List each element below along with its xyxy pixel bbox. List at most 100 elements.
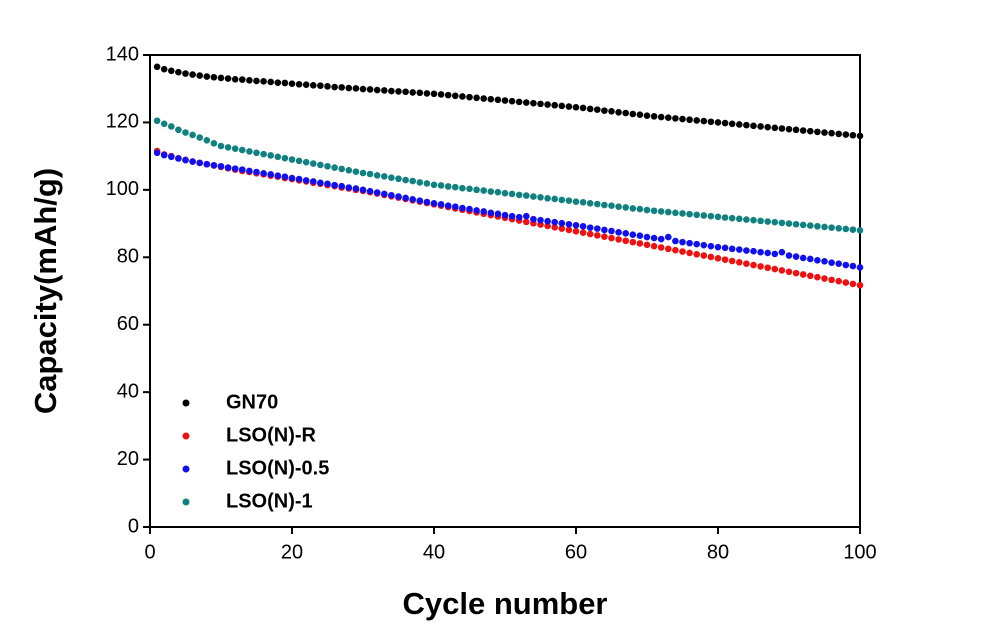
data-point	[210, 161, 218, 169]
data-point	[437, 182, 445, 189]
data-point	[764, 123, 771, 131]
data-point	[189, 71, 196, 78]
data-point	[856, 227, 864, 234]
data-point	[643, 233, 651, 241]
data-point	[650, 234, 658, 242]
data-point	[487, 95, 495, 103]
data-point	[501, 189, 509, 197]
data-point	[586, 230, 594, 238]
data-point	[310, 160, 317, 167]
data-point	[444, 202, 452, 210]
data-point	[721, 244, 729, 252]
data-point	[771, 218, 779, 226]
plot-frame	[149, 54, 861, 528]
data-point	[835, 277, 842, 285]
data-point	[807, 255, 814, 263]
data-point	[842, 261, 850, 269]
data-point	[679, 248, 686, 255]
data-point	[856, 281, 864, 289]
data-point	[182, 129, 189, 136]
data-point	[764, 264, 771, 272]
data-point	[785, 268, 793, 276]
x-tick-label: 20	[281, 541, 303, 563]
data-point	[253, 168, 260, 176]
data-point	[253, 77, 260, 85]
data-point	[657, 113, 665, 121]
data-point	[693, 211, 700, 219]
data-point	[558, 225, 566, 232]
data-point	[175, 155, 182, 162]
data-point	[721, 119, 729, 127]
data-point	[494, 188, 502, 196]
data-point	[203, 136, 211, 144]
data-point	[714, 243, 722, 251]
data-point	[416, 197, 424, 204]
data-point	[565, 103, 573, 110]
data-point	[686, 249, 693, 257]
data-point	[814, 257, 821, 264]
data-point	[537, 100, 544, 108]
data-point	[586, 200, 594, 207]
data-point	[785, 220, 793, 227]
data-point	[750, 122, 757, 130]
data-point	[565, 197, 573, 204]
data-point	[594, 200, 601, 208]
data-point	[615, 109, 622, 116]
data-point	[338, 182, 346, 190]
data-point	[842, 225, 850, 233]
data-point	[799, 254, 807, 262]
data-point	[324, 180, 331, 188]
data-point	[665, 233, 672, 241]
data-point	[359, 169, 367, 177]
data-point	[324, 83, 331, 90]
data-point	[572, 198, 580, 205]
data-point	[224, 144, 232, 151]
data-point	[373, 172, 381, 179]
data-point	[608, 227, 615, 235]
data-point	[281, 79, 289, 87]
data-point	[310, 82, 317, 89]
data-point	[530, 99, 537, 107]
data-point	[231, 165, 239, 172]
legend-label: LSO(N)-R	[226, 424, 317, 446]
data-point	[807, 272, 814, 280]
data-point	[501, 97, 509, 104]
data-point	[210, 73, 218, 81]
data-point	[160, 120, 168, 128]
data-point	[416, 89, 424, 97]
legend-marker	[182, 465, 190, 473]
x-axis-label: Cycle number	[402, 586, 607, 621]
data-point	[317, 161, 324, 169]
data-point	[452, 203, 459, 211]
data-point	[224, 75, 232, 82]
data-point	[310, 178, 317, 185]
data-point	[778, 267, 786, 274]
data-point	[657, 208, 665, 215]
data-point	[814, 128, 821, 136]
data-point	[246, 148, 253, 155]
data-point	[792, 253, 800, 260]
data-point	[331, 164, 338, 171]
data-point	[153, 117, 161, 125]
data-point	[807, 127, 814, 135]
data-point	[799, 127, 807, 134]
data-point	[153, 149, 161, 157]
data-point	[828, 129, 835, 137]
data-point	[629, 231, 637, 238]
data-point	[792, 220, 800, 228]
data-point	[231, 145, 239, 153]
data-point	[565, 220, 573, 228]
data-point	[643, 206, 651, 214]
legend-label: LSO(N)-0.5	[226, 457, 329, 479]
data-point	[636, 111, 644, 118]
data-point	[750, 216, 757, 224]
data-point	[345, 84, 353, 92]
data-point	[842, 279, 850, 286]
data-point	[473, 94, 480, 102]
data-point	[182, 70, 189, 77]
data-point	[253, 149, 260, 157]
data-point	[189, 131, 196, 139]
data-point	[700, 117, 708, 125]
data-point	[373, 86, 381, 94]
data-point	[501, 211, 509, 219]
